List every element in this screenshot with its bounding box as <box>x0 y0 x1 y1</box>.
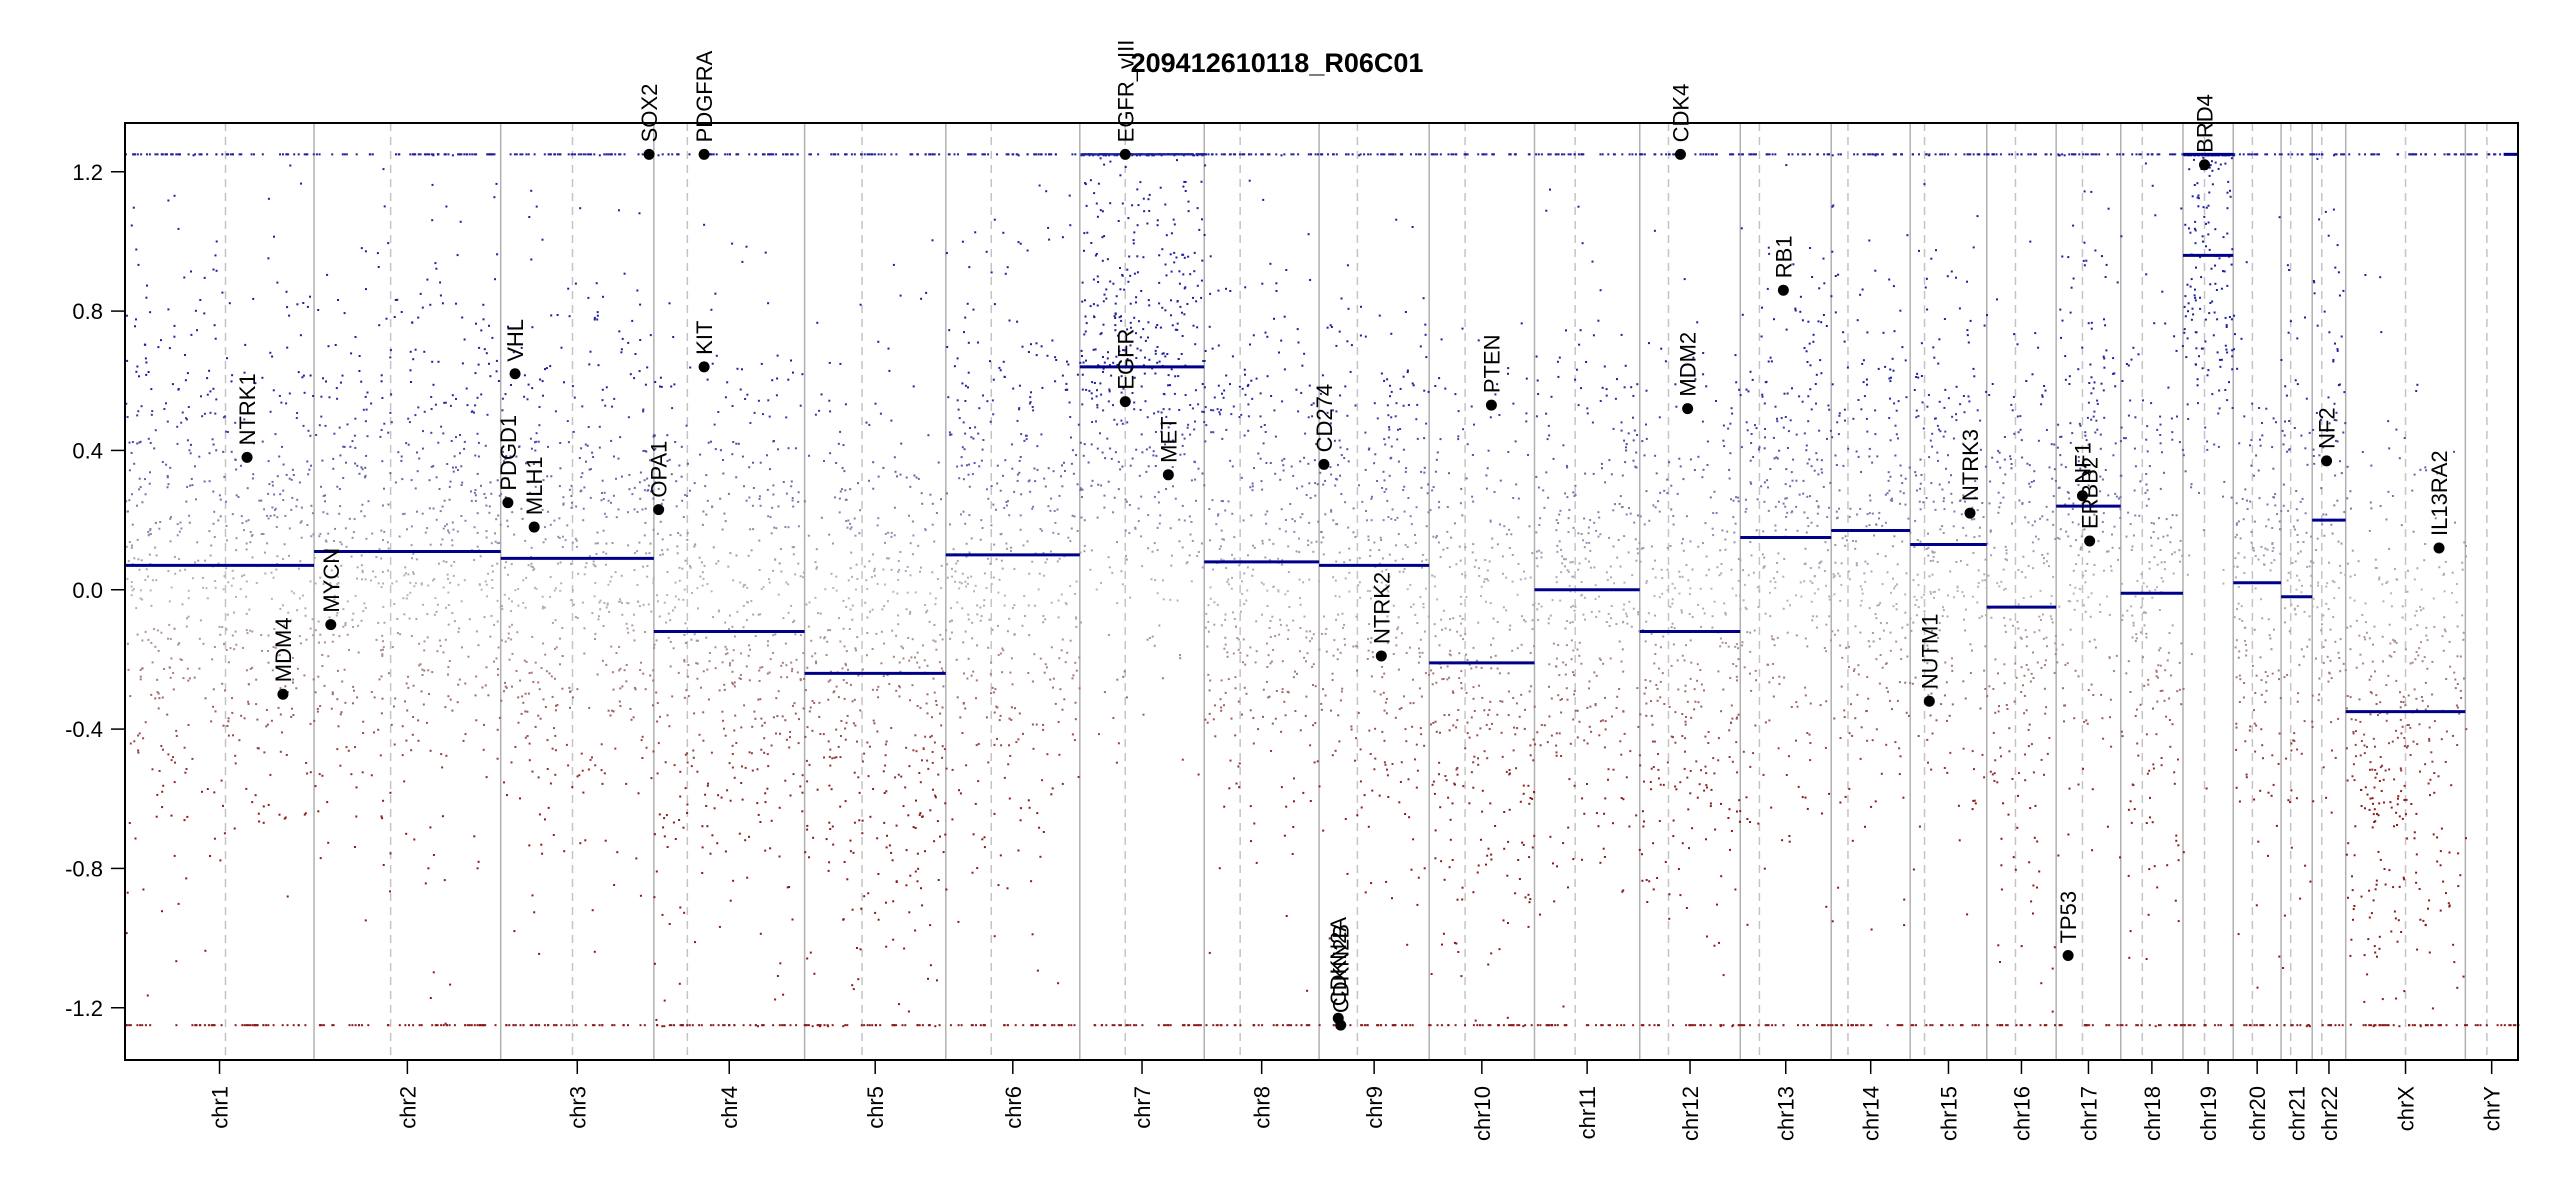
gene-point-NTRK3 <box>1964 507 1976 519</box>
x-tick-label-chr7: chr7 <box>1130 1086 1155 1129</box>
gene-label-VHL: VHL <box>503 319 528 362</box>
x-tick-label-chr17: chr17 <box>2076 1086 2101 1141</box>
x-tick-label-chr4: chr4 <box>717 1086 742 1129</box>
y-tick-label-6: 1.2 <box>72 160 103 185</box>
probe-points <box>125 153 2520 1028</box>
gene-point-NF2 <box>2321 455 2333 467</box>
x-tick-label-chr10: chr10 <box>1470 1086 1495 1141</box>
gene-point-MET <box>1162 469 1174 481</box>
gene-label-CDK4: CDK4 <box>1668 84 1693 143</box>
y-tick-label-3: 0.0 <box>72 578 103 603</box>
gene-point-ERBB2 <box>2084 535 2096 547</box>
gene-point-SOX2 <box>643 148 655 160</box>
gene-label-NTRK1: NTRK1 <box>235 373 260 445</box>
gene-label-TP53: TP53 <box>2056 891 2081 944</box>
x-tick-label-chr5: chr5 <box>863 1086 888 1129</box>
x-tick-label-chrX: chrX <box>2394 1086 2419 1132</box>
gene-label-NF2: NF2 <box>2315 407 2340 449</box>
gene-point-MYCN <box>325 619 337 631</box>
y-tick-label-1: -0.8 <box>65 856 103 881</box>
chromosome-boundaries <box>313 123 2467 1060</box>
gene-label-MET: MET <box>1156 416 1181 462</box>
gene-label-EGFR_vIII: EGFR_vIII <box>1113 40 1138 143</box>
gene-label-PDGFRA: PDGFRA <box>692 50 717 142</box>
x-tick-label-chr16: chr16 <box>2009 1086 2034 1141</box>
x-axis: chr1 chr2 chr3 chr4 chr5 chr6 chr7 chr8 chr9 chr1… <box>208 1060 2505 1141</box>
x-tick-label-chr8: chr8 <box>1250 1086 1275 1129</box>
y-tick-label-5: 0.8 <box>72 299 103 324</box>
x-tick-label-chr2: chr2 <box>395 1086 420 1129</box>
gene-label-NF1: NF1 <box>2070 442 2095 484</box>
gene-point-EGFR <box>1119 396 1131 408</box>
x-tick-label-chr12: chr12 <box>1678 1086 1703 1141</box>
gene-point-VHL <box>509 368 521 380</box>
gene-point-PDGD1 <box>502 497 514 509</box>
gene-label-CDKN2A: CDKN2A <box>1326 917 1351 1007</box>
gene-label-PTEN: PTEN <box>1479 334 1504 393</box>
y-tick-label-0: -1.2 <box>65 996 103 1021</box>
gene-label-KIT: KIT <box>692 321 717 355</box>
gene-label-NUTM1: NUTM1 <box>1917 613 1942 689</box>
gene-label-SOX2: SOX2 <box>637 84 662 143</box>
x-tick-label-chrY: chrY <box>2480 1086 2505 1132</box>
gene-point-NTRK1 <box>241 451 253 463</box>
gene-label-CDKN2B: CDKN2B <box>1329 924 1354 1013</box>
segment-lines <box>125 152 2518 714</box>
gene-label-PDGD1: PDGD1 <box>496 415 521 491</box>
gene-label-MDM4: MDM4 <box>271 617 296 682</box>
x-tick-label-chr21: chr21 <box>2285 1086 2310 1141</box>
plot-frame <box>124 122 2519 1061</box>
gene-point-MDM2 <box>1682 403 1694 415</box>
gene-point-PTEN <box>1485 399 1497 411</box>
gene-point-OPA1 <box>653 504 665 516</box>
gene-point-RB1 <box>1777 284 1789 296</box>
gene-point-IL13RA2 <box>2433 542 2445 554</box>
chart-title: 209412610118_R06C01 <box>1131 48 1424 78</box>
gene-point-CD274 <box>1318 458 1330 470</box>
gene-point-NUTM1 <box>1923 695 1935 707</box>
gene-point-CDK4 <box>1674 148 1686 160</box>
x-tick-label-chr15: chr15 <box>1936 1086 1961 1141</box>
gene-label-RB1: RB1 <box>1771 235 1796 278</box>
gene-point-MDM4 <box>277 688 289 700</box>
x-tick-label-chr9: chr9 <box>1362 1086 1387 1129</box>
x-tick-label-chr6: chr6 <box>1001 1086 1026 1129</box>
gene-point-KIT <box>698 361 710 373</box>
gene-markers: NTRK1 MDM4 MYCN PDGD1 VHL MLH1 SOX2 OPA1 PDGFRA K… <box>235 40 2452 1031</box>
y-tick-label-4: 0.4 <box>72 438 103 463</box>
y-tick-label-2: -0.4 <box>65 717 103 742</box>
y-axis: -1.2 -0.8 -0.4 0.0 0.4 0.8 1.2 <box>65 160 125 1021</box>
x-tick-label-chr11: chr11 <box>1575 1086 1600 1139</box>
gene-point-BRD4 <box>2199 159 2211 171</box>
gene-label-ERBB2: ERBB2 <box>2078 457 2103 529</box>
centromere-lines <box>224 123 2488 1060</box>
gene-point-NF1 <box>2076 490 2088 502</box>
x-tick-label-chr13: chr13 <box>1774 1086 1799 1141</box>
gene-label-MLH1: MLH1 <box>522 456 547 515</box>
gene-label-EGFR: EGFR <box>1113 329 1138 390</box>
x-tick-label-chr22: chr22 <box>2317 1086 2342 1141</box>
gene-label-NTRK3: NTRK3 <box>1958 429 1983 501</box>
x-tick-label-chr18: chr18 <box>2140 1086 2165 1141</box>
x-tick-label-chr14: chr14 <box>1859 1086 1884 1141</box>
gene-point-MLH1 <box>528 521 540 533</box>
gene-label-NTRK2: NTRK2 <box>1369 572 1394 644</box>
x-tick-label-chr19: chr19 <box>2196 1086 2221 1141</box>
x-tick-label-chr1: chr1 <box>208 1086 233 1129</box>
x-tick-label-chr20: chr20 <box>2245 1086 2270 1141</box>
gene-point-NTRK2 <box>1375 650 1387 662</box>
gene-label-CD274: CD274 <box>1312 384 1337 452</box>
gene-label-MYCN: MYCN <box>319 548 344 613</box>
x-tick-label-chr3: chr3 <box>565 1086 590 1129</box>
gene-point-EGFR_vIII <box>1119 148 1131 160</box>
gene-point-CDKN2B <box>1335 1019 1347 1031</box>
gene-label-MDM2: MDM2 <box>1676 332 1701 397</box>
gene-label-IL13RA2: IL13RA2 <box>2427 450 2452 536</box>
gene-label-OPA1: OPA1 <box>647 441 672 498</box>
gene-point-TP53 <box>2062 950 2074 962</box>
gene-point-PDGFRA <box>698 148 710 160</box>
